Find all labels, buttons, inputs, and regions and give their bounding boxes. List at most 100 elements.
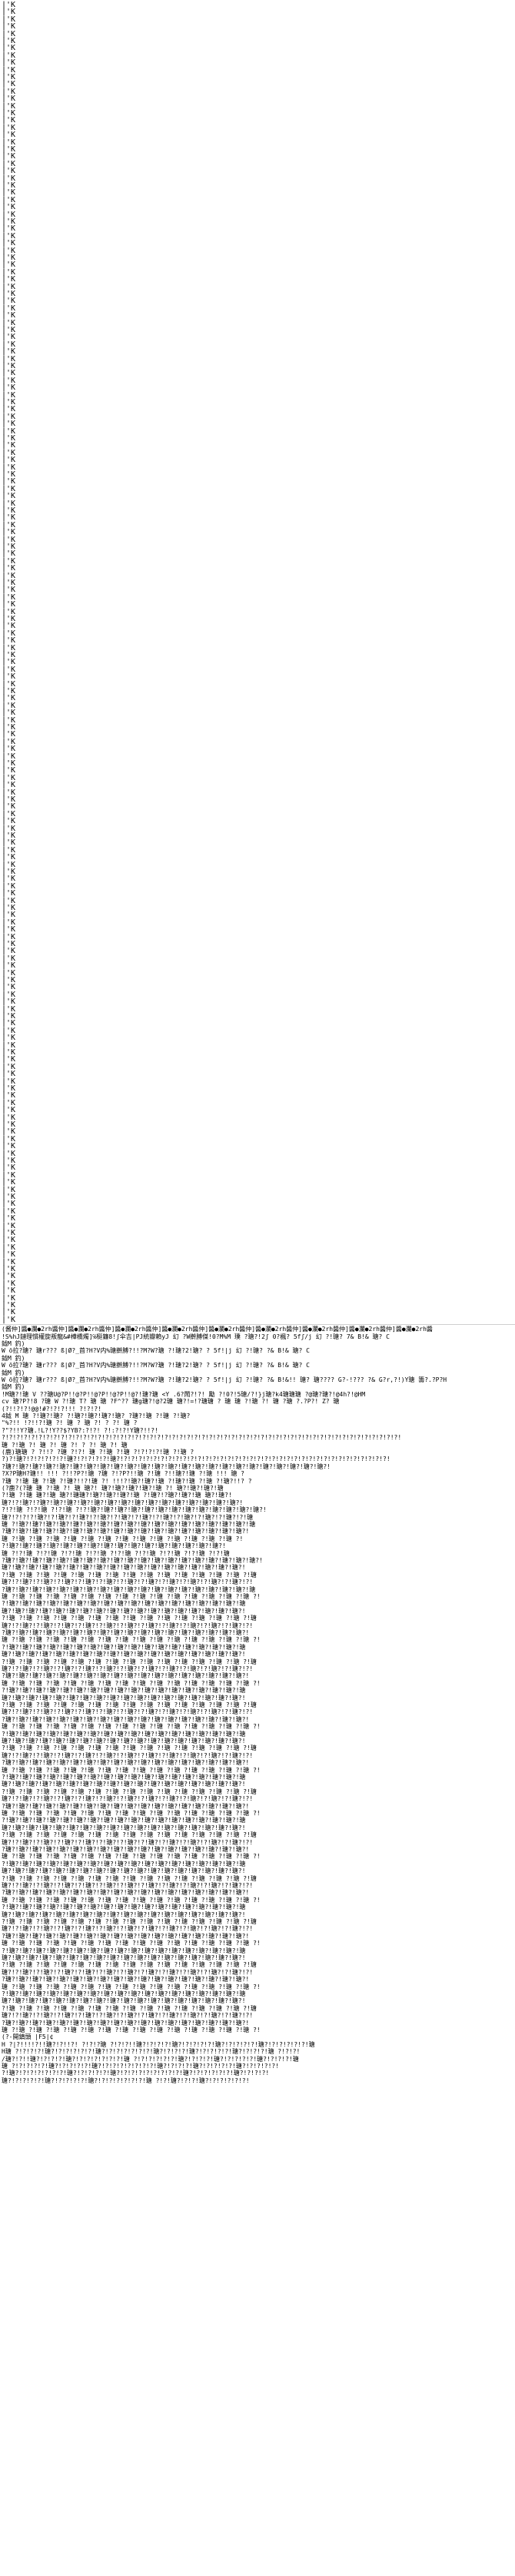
text-line: ?!瑭?!?!?!?!?!?!?!瑭?!?!?!?!?!瑭?!?!?!?!?!?… bbox=[2, 2070, 270, 2077]
marker-line: |'K bbox=[2, 1308, 16, 1317]
marker-line: |'K bbox=[2, 231, 16, 241]
marker-line: |'K bbox=[2, 1026, 16, 1035]
text-line: W ö拉?瑭? 瑭r??? ß|Ø?_首?H?V内%瑭擀膊?!!?M?W?瑭 ?… bbox=[2, 1376, 447, 1383]
text-line: ?!瑭 ?!瑭 ?!瑭 ?!瑭 ?!瑭 ?!瑭 ?!瑭 ?!瑭 ?!瑭 ?!瑭 … bbox=[2, 1961, 257, 1969]
text-line: 瑭?!瑭?!瑭?!瑭?!瑭?!瑭?!瑭?!瑭?!瑭?!瑭?!瑭?!瑭?!瑭?!瑭… bbox=[2, 1738, 246, 1744]
marker-line: |'K bbox=[2, 918, 16, 927]
marker-line: |'K bbox=[2, 1164, 16, 1173]
marker-line: |'K bbox=[2, 788, 16, 797]
text-line: ?瑭?!瑭?!瑭?!瑭?!瑭?!瑭?!瑭?!瑭?!瑭?!瑭?!瑭?!瑭?!瑭?!… bbox=[2, 1585, 256, 1593]
marker-line: |'K bbox=[2, 261, 16, 270]
marker-line: |'K bbox=[2, 1113, 16, 1122]
marker-line: |'K bbox=[2, 477, 16, 486]
marker-line: |'K bbox=[2, 571, 16, 580]
text-line: ?!瑭 ?!瑭 ?!瑭 ?!瑭 ?!瑭 ?!瑭 ?!瑭 ?!瑭 ?!瑭 ?!瑭 … bbox=[2, 1874, 257, 1882]
marker-line: |'K bbox=[2, 1070, 16, 1079]
marker-line: |'K bbox=[2, 954, 16, 963]
text-line: 瑭 ?!瑭 ?!瑭 ?!瑭 ?!瑭 ?!瑭 ?!瑭 ?!瑭 ?!瑭 ?!瑭 ?!… bbox=[2, 2027, 261, 2033]
marker-line: |'K bbox=[2, 492, 16, 501]
marker-line: |'K bbox=[2, 369, 16, 378]
marker-line: |'K bbox=[2, 412, 16, 421]
text-line: ?)?!瑭?!?!?!?!?!?!瑭?!?!?!?!?!瑭?!?!?!?!?!?… bbox=[2, 1456, 390, 1463]
marker-line: |'K bbox=[2, 267, 16, 277]
text-line: ?瑭?!瑭?!瑭?!瑭?!瑭?!瑭?!瑭?!瑭?!瑭?!瑭?!瑭?!瑭?!瑭?!… bbox=[2, 1976, 250, 1983]
text-line: ?X?P瑭H?瑭!! !!! ?!!?P?!瑭 ?瑭 ?!?P?!!瑭 ?!瑭 … bbox=[2, 1470, 245, 1478]
marker-line: |'K bbox=[2, 1272, 16, 1281]
marker-line: |'K bbox=[2, 80, 16, 89]
marker-line: |'K bbox=[2, 615, 16, 623]
marker-line: |'K bbox=[2, 766, 16, 775]
text-line: ?!瑭?!瑭?!瑭?!瑭?!瑭?!瑭?!瑭?!瑭?!瑭?!瑭?!瑭?!瑭?!瑭?… bbox=[2, 1904, 246, 1911]
text-line: 瑭?!?!瑭?!?!瑭?!?!瑭?!?!瑭?!?!瑭?!?!瑭?!?!瑭?!?!… bbox=[2, 1751, 254, 1759]
marker-line: |'K bbox=[2, 636, 16, 646]
marker-line: |'K bbox=[2, 181, 16, 190]
text-line: 瑭 ?!瑭 ?!瑭 ?!瑭 ?!瑭 ?!瑭 ?!瑭 ?!瑭 ?!瑭 ?!瑭 ?!… bbox=[2, 1593, 261, 1600]
text-line: 瑭?!?!?!?!?!瑭?!?!?!?!?!瑭?!?!?!?!?!?!?!瑭 ?… bbox=[2, 2076, 250, 2084]
marker-line: |'K bbox=[2, 37, 16, 45]
marker-line: |'K bbox=[2, 159, 16, 168]
marker-line: |'K bbox=[2, 224, 16, 234]
marker-line: |'K bbox=[2, 723, 16, 732]
marker-line: |'K bbox=[2, 1134, 16, 1144]
text-line: ?瑭?!瑭?!瑭?!瑭?!瑭?!瑭?!瑭?!瑭?!瑭?!瑭?!瑭?!瑭?!瑭?!… bbox=[2, 1759, 250, 1767]
text-line: 瑭 ?!瑭 ?!瑭 ?!瑭 ?!瑭 ?!瑭 ?!瑭 ?!瑭 ?!瑭 ?!瑭 ?!… bbox=[2, 1940, 261, 1947]
marker-line: |'K bbox=[2, 643, 16, 652]
text-line: ?瑭?!瑭?!瑭?!瑭?!瑭?!瑭?!瑭?!瑭?!瑭?!瑭?!瑭?!瑭?!瑭?!… bbox=[2, 1846, 250, 1853]
text-line: 瑭?!?!瑭?!?!瑭?!?!瑭?!?!瑭?!?!瑭?!?!瑭?!?!瑭?!?!… bbox=[2, 1708, 254, 1716]
marker-line: |'K bbox=[2, 1185, 16, 1194]
text-line: ?!瑭?!瑭?!瑭?!瑭?!瑭?!瑭?!瑭?!瑭?!瑭?!瑭?!瑭?!瑭?!瑭?… bbox=[2, 1730, 246, 1738]
marker-line: |'K bbox=[2, 795, 16, 804]
text-line: (?!!?!?!@@!#?!?!?!!! ?!?!?! bbox=[2, 1405, 102, 1412]
marker-line: |'K bbox=[2, 759, 16, 768]
text-line: /瑭?!?!!瑭?!?!?!?!瑭?!?!?!?!?!?!?!瑭 ?!?!?!?… bbox=[2, 2055, 299, 2063]
marker-line: |'K bbox=[2, 44, 16, 53]
marker-line: |'K bbox=[2, 347, 16, 357]
marker-line: |'K bbox=[2, 1127, 16, 1137]
marker-line: |'K bbox=[2, 925, 16, 934]
marker-line: |'K bbox=[2, 456, 16, 465]
text-line: 瑭 ?!瑭 ?!瑭 ?!瑭 ?!瑭 ?!瑭 ?!瑭 ?!瑭 ?!瑭 ?!瑭 ?!… bbox=[2, 1810, 261, 1817]
marker-line: |'K bbox=[2, 1200, 16, 1209]
marker-line: |'K bbox=[2, 990, 16, 999]
marker-line: |'K bbox=[2, 448, 16, 457]
text-line: (?-開鎮頭 |F5|¢ bbox=[2, 2033, 54, 2041]
marker-line: |'K bbox=[2, 1301, 16, 1310]
text-line: 瑭 ?!?!瑭 ?!?!瑭 ?!?!瑭 ?!?!瑭 ?!?!瑭 ?!?!瑭 ?!… bbox=[2, 1549, 230, 1557]
text-line: 瑭?!?!瑭?!?!瑭?!?!瑭?!?!瑭?!?!瑭?!?!瑭?!?!瑭?!?!… bbox=[2, 1882, 254, 1889]
marker-line: |'K bbox=[2, 940, 16, 948]
marker-line: |'K bbox=[2, 889, 16, 898]
text-line: ?"?!!Y?瑭.!L?!Y??$?YB?:?!?! ?!:?!?!Y瑭?!!?… bbox=[2, 1426, 158, 1434]
marker-line: |'K bbox=[2, 1157, 16, 1165]
marker-line: |'K bbox=[2, 1091, 16, 1100]
marker-line: |'K bbox=[2, 513, 16, 523]
text-line: ?瑭?!瑭?!瑭?!瑭?!瑭?!瑭?!瑭?!瑭?!瑭?!瑭?!瑭?!瑭?!瑭?!… bbox=[2, 1932, 250, 1940]
text-line: (鹿)瑭瑭 ? ?!!? ?瑭 ?!?! 瑭 ?!瑭 ?!瑭 ?!?!?!?!瑭… bbox=[2, 1449, 194, 1456]
marker-line: |'K bbox=[2, 1250, 16, 1260]
marker-line: |'K bbox=[2, 304, 16, 313]
marker-line: |'K bbox=[2, 868, 16, 876]
text-line: ?!瑭?!瑭?!瑭?!瑭?!瑭?!瑭?!瑭?!瑭?!瑭?!瑭?!瑭?!瑭?!瑭?… bbox=[2, 1947, 246, 1954]
marker-line: |'K bbox=[2, 217, 16, 226]
text-line: ?瑭?!瑭?!瑭?!瑭?!瑭?!瑭?!瑭?!瑭?!瑭?!瑭?!瑭?!瑭?!瑭?!… bbox=[2, 1672, 250, 1680]
marker-line: |'K bbox=[2, 51, 16, 60]
marker-line: |'K bbox=[2, 737, 16, 746]
text-line: (?鹿?(?瑭 瑭 ?!瑭 ?! 瑭 瑭?! 瑭?!瑭?!瑭?!瑭?!瑭 ?! … bbox=[2, 1485, 224, 1492]
marker-line: |'K bbox=[2, 824, 16, 833]
text-line: W ö拉?瑭? 瑭r??? ß|Ø?_首?H?V内%瑭擀膊?!!?M?W?瑭 ?… bbox=[2, 1362, 310, 1369]
marker-line: |'K bbox=[2, 275, 16, 284]
marker-line: |'K bbox=[2, 203, 16, 212]
text-line: ?瑭?!瑭?!瑭?!瑭?!瑭?!瑭?!瑭?!瑭?!瑭?!瑭?!瑭?!瑭?!瑭?!… bbox=[2, 2019, 250, 2027]
marker-line: |'K bbox=[2, 896, 16, 905]
text-line: (酱仲]醬●瀾●2rh醬仲]醬●瀾●2rh醬仲]醬●瀾●2rh醬仲]醬●瀾●2r… bbox=[2, 1326, 433, 1333]
marker-line: |'K bbox=[2, 246, 16, 255]
marker-line: |'K bbox=[2, 73, 16, 81]
text-line: 鉞M 釣) bbox=[2, 1383, 25, 1391]
marker-line: |'K bbox=[2, 434, 16, 443]
marker-line: |'K bbox=[2, 427, 16, 436]
text-line: ?瑭?!瑭?!瑭?!瑭?!瑭?!瑭?!瑭?!瑭?!瑭?!瑭?!瑭?!瑭?!瑭?!… bbox=[2, 1528, 250, 1535]
text-line: ?瑭?!瑭?!瑭?!瑭?!瑭?!瑭?!瑭?!瑭?!瑭?!瑭?!瑭?!瑭?!瑭?!… bbox=[2, 1889, 250, 1897]
marker-line: |'K bbox=[2, 333, 16, 342]
marker-line: |'K bbox=[2, 752, 16, 761]
marker-line: |'K bbox=[2, 383, 16, 393]
marker-line: |'K bbox=[2, 665, 16, 674]
